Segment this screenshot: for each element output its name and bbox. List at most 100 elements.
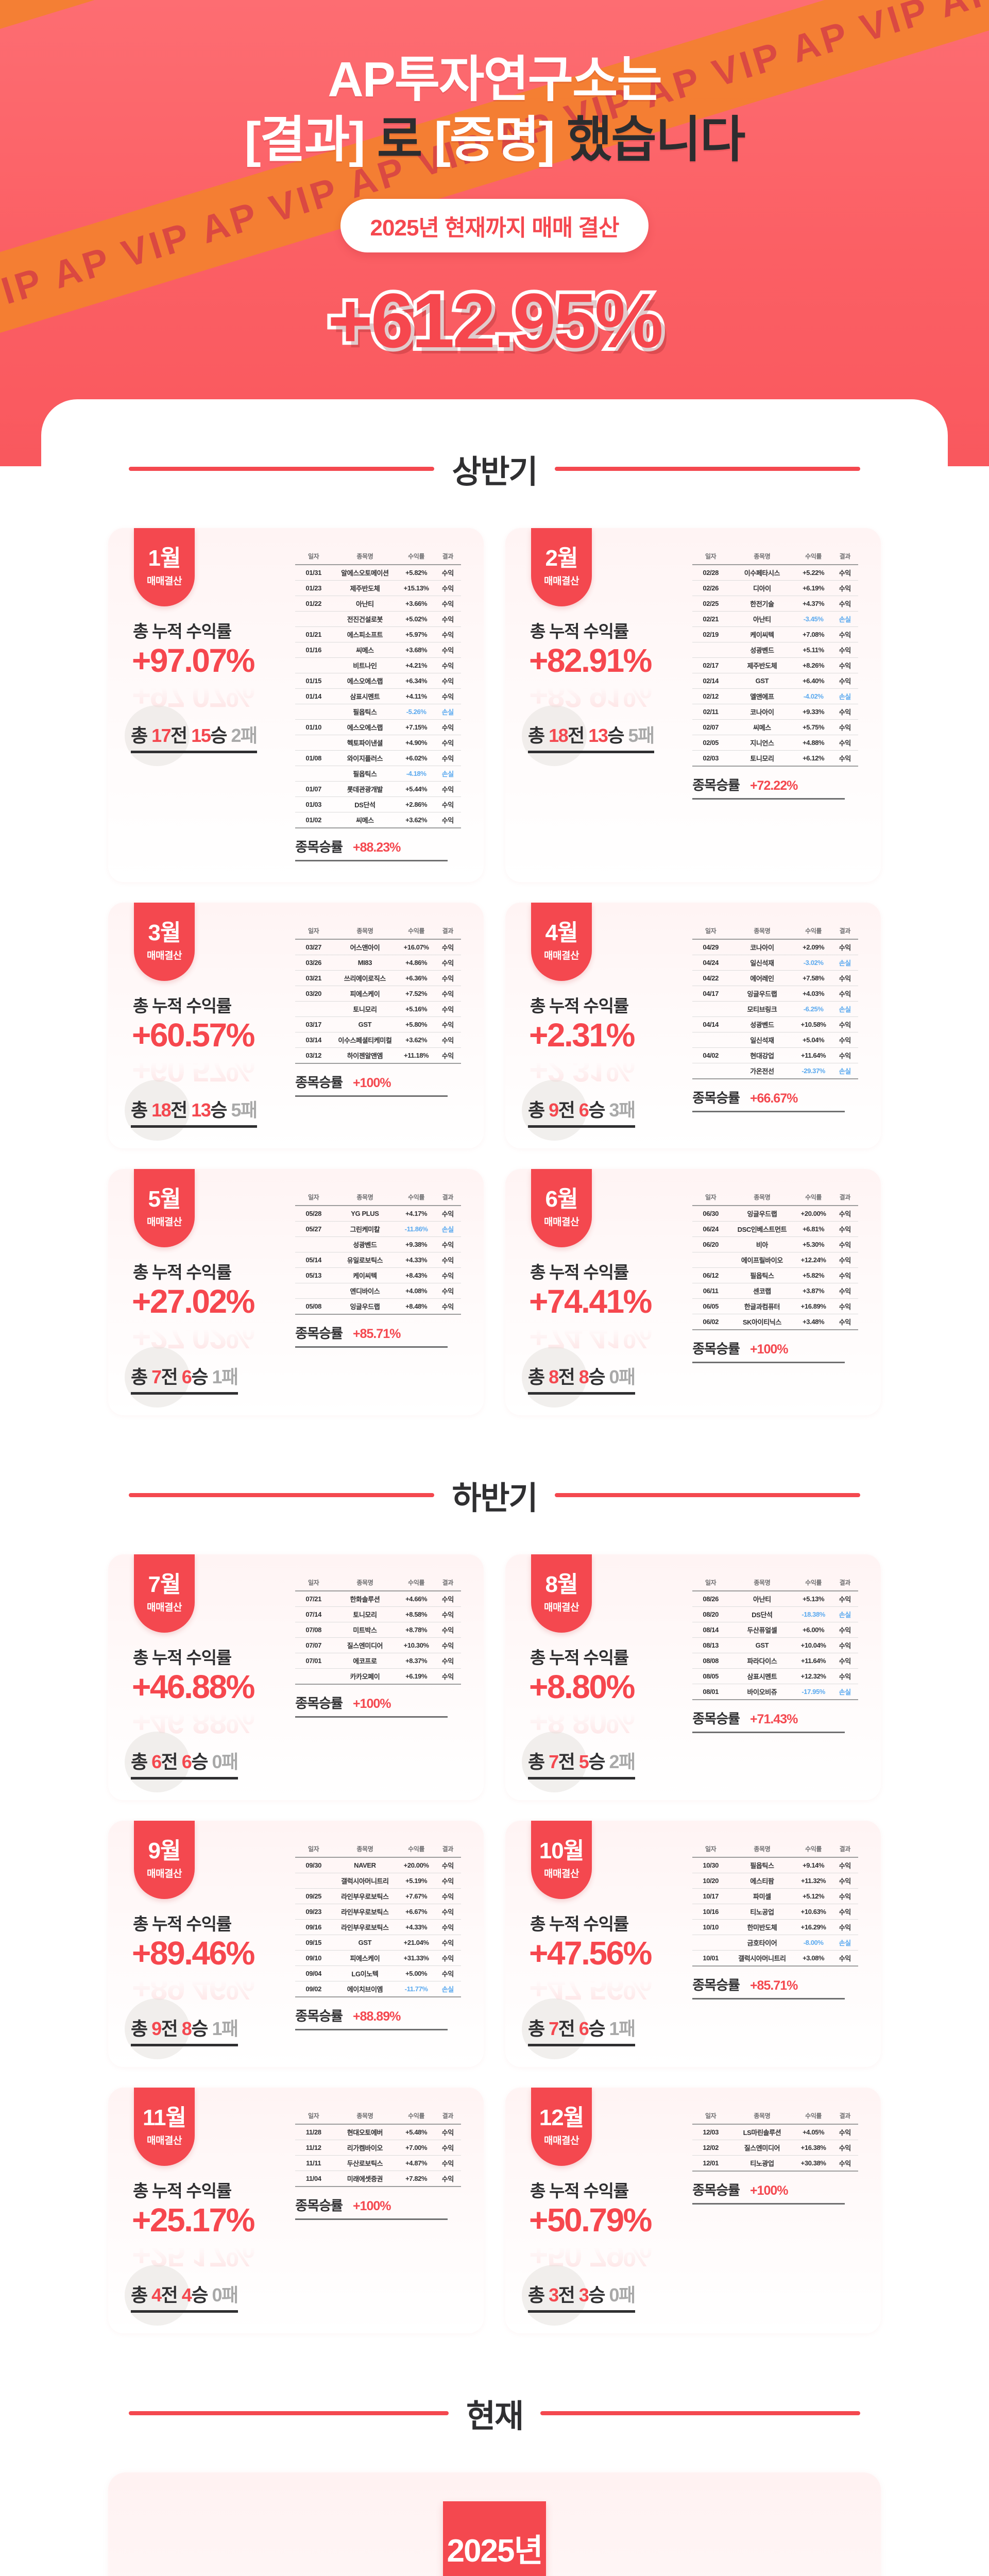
month-total-return: +2.31% xyxy=(529,1016,635,1054)
row-return: +6.12% xyxy=(795,750,832,767)
score-total: 7 xyxy=(549,1751,559,1773)
row-return: +3.62% xyxy=(398,812,435,828)
month-total-return: +89.46% xyxy=(132,1935,255,1972)
month-badge-sub: 매매결산 xyxy=(147,576,182,587)
row-result: 수익 xyxy=(434,781,461,797)
table-row: 필옵틱스 -4.18% 손실 xyxy=(295,766,461,782)
col-result: 결과 xyxy=(839,553,851,560)
score-blob xyxy=(125,1732,190,1793)
row-result: 수익 xyxy=(434,564,461,581)
month-winrate: 종목승률 +71.43% xyxy=(692,1708,845,1733)
row-result: 손실 xyxy=(831,955,858,971)
score-lose: 0 xyxy=(212,2284,222,2306)
table-row: 02/19 케이씨텍 +7.08% 수익 xyxy=(692,626,858,642)
row-date xyxy=(295,1236,332,1252)
col-return: 수익률 xyxy=(408,1579,425,1586)
row-result: 손실 xyxy=(831,688,858,704)
table-row: 11/12 리가켐바이오 +7.00% 수익 xyxy=(295,2139,461,2155)
col-result: 결과 xyxy=(442,553,454,560)
row-return: +21.04% xyxy=(398,1935,435,1951)
row-result: 수익 xyxy=(831,970,858,986)
row-result: 수익 xyxy=(434,1047,461,1064)
row-stock-name: 어스앤아이 xyxy=(332,939,398,955)
table-row: 04/14 성광벤드 +10.58% 수익 xyxy=(692,1016,858,1032)
row-result: 수익 xyxy=(434,642,461,658)
row-stock-name: LG이노텍 xyxy=(332,1965,398,1981)
row-return: +11.32% xyxy=(795,1873,832,1889)
score-total: 18 xyxy=(549,725,569,747)
row-return: +4.05% xyxy=(795,2123,832,2140)
month-winrate: 종목승률 +100% xyxy=(295,1072,448,1097)
table-row: 10/10 한미반도체 +16.29% 수익 xyxy=(692,1919,858,1935)
row-stock-name: 비아 xyxy=(729,1236,795,1252)
row-date: 03/14 xyxy=(295,1032,332,1048)
table-row: 09/15 GST +21.04% 수익 xyxy=(295,1935,461,1951)
table-row: 06/02 SK아이티닉스 +3.48% 수익 xyxy=(692,1314,858,1331)
row-stock-name: 두산퓨얼셀 xyxy=(729,1621,795,1638)
row-date: 04/24 xyxy=(692,955,729,971)
row-stock-name: 성광벤드 xyxy=(332,1236,398,1252)
row-return: +5.19% xyxy=(398,1873,435,1889)
winrate-label: 종목승률 xyxy=(692,1341,740,1357)
total-return-label: 총 누적 수익률 xyxy=(530,1914,629,1934)
row-return: +20.00% xyxy=(795,1205,832,1222)
row-date: 05/13 xyxy=(295,1267,332,1283)
row-date: 09/30 xyxy=(295,1857,332,1873)
row-date: 02/07 xyxy=(692,719,729,735)
table-row: 04/02 현대강업 +11.64% 수익 xyxy=(692,1047,858,1063)
month-badge-sub: 매매결산 xyxy=(544,1217,579,1228)
row-stock-name: 피에스케이 xyxy=(332,1950,398,1966)
row-result: 수익 xyxy=(831,1283,858,1299)
row-stock-name: 파미셀 xyxy=(729,1888,795,1904)
row-result: 수익 xyxy=(434,1298,461,1315)
row-stock-name: 코나아이 xyxy=(729,939,795,955)
col-date: 일자 xyxy=(705,553,717,560)
row-result: 수익 xyxy=(831,735,858,751)
row-result: 수익 xyxy=(434,626,461,642)
row-stock-name: 일신석재 xyxy=(729,1032,795,1048)
score-lose: 0 xyxy=(609,2284,619,2306)
row-stock-name: 코나아이 xyxy=(729,704,795,720)
row-return: +8.37% xyxy=(398,1652,435,1669)
row-result: 수익 xyxy=(434,1637,461,1653)
trade-table: 일자 종목명 수익률 결과 08/26 아난티 +5.13% 수익 08/20 … xyxy=(692,1578,858,1700)
row-stock-name: 라인부우로보틱스 xyxy=(332,1888,398,1904)
row-date: 03/26 xyxy=(295,955,332,971)
table-row: 07/08 미트박스 +8.78% 수익 xyxy=(295,1621,461,1638)
winrate-value: +88.89% xyxy=(352,2009,401,2024)
row-return: +4.66% xyxy=(398,1590,435,1607)
row-return: +5.00% xyxy=(398,1965,435,1981)
row-date xyxy=(692,1063,729,1079)
month-card-6: 6월 매매결산 총 누적 수익률 +74.41% +74.41% 총 8전 8승… xyxy=(505,1169,881,1415)
row-result: 수익 xyxy=(434,2139,461,2155)
row-return: +3.62% xyxy=(398,1032,435,1048)
row-date: 06/12 xyxy=(692,1267,729,1283)
row-stock-name: NAVER xyxy=(332,1857,398,1873)
month-score: 총 7전 6승 1패 xyxy=(528,2014,636,2046)
score-blob xyxy=(125,1080,190,1141)
row-result: 수익 xyxy=(831,2139,858,2155)
row-stock-name: YG PLUS xyxy=(332,1205,398,1222)
total-return-label: 총 누적 수익률 xyxy=(530,2181,629,2200)
row-result: 수익 xyxy=(434,596,461,612)
row-return: -8.00% xyxy=(795,1935,832,1951)
score-total: 7 xyxy=(549,2018,559,2039)
winrate-label: 종목승률 xyxy=(295,1075,343,1090)
row-return: +4.33% xyxy=(398,1919,435,1935)
row-date: 05/08 xyxy=(295,1298,332,1315)
month-total-return: +8.80% xyxy=(529,1668,635,1705)
row-result: 손실 xyxy=(831,1606,858,1622)
score-lose: 5 xyxy=(628,725,638,747)
table-row: 12/02 질스엔미디어 +16.38% 수익 xyxy=(692,2139,858,2155)
row-date: 02/21 xyxy=(692,611,729,627)
table-row: 12/03 LS마린솔루션 +4.05% 수익 xyxy=(692,2123,858,2140)
score-total: 3 xyxy=(549,2284,559,2306)
row-stock-name: 성광벤드 xyxy=(729,1016,795,1032)
row-date: 09/25 xyxy=(295,1888,332,1904)
row-date: 10/16 xyxy=(692,1904,729,1920)
table-header-row: 일자 종목명 수익률 결과 xyxy=(295,552,461,565)
table-row: 06/20 비아 +5.30% 수익 xyxy=(692,1236,858,1252)
col-return: 수익률 xyxy=(408,927,425,935)
table-row: 전진건설로봇 +5.02% 수익 xyxy=(295,611,461,627)
month-score: 총 8전 8승 0패 xyxy=(528,1362,636,1395)
